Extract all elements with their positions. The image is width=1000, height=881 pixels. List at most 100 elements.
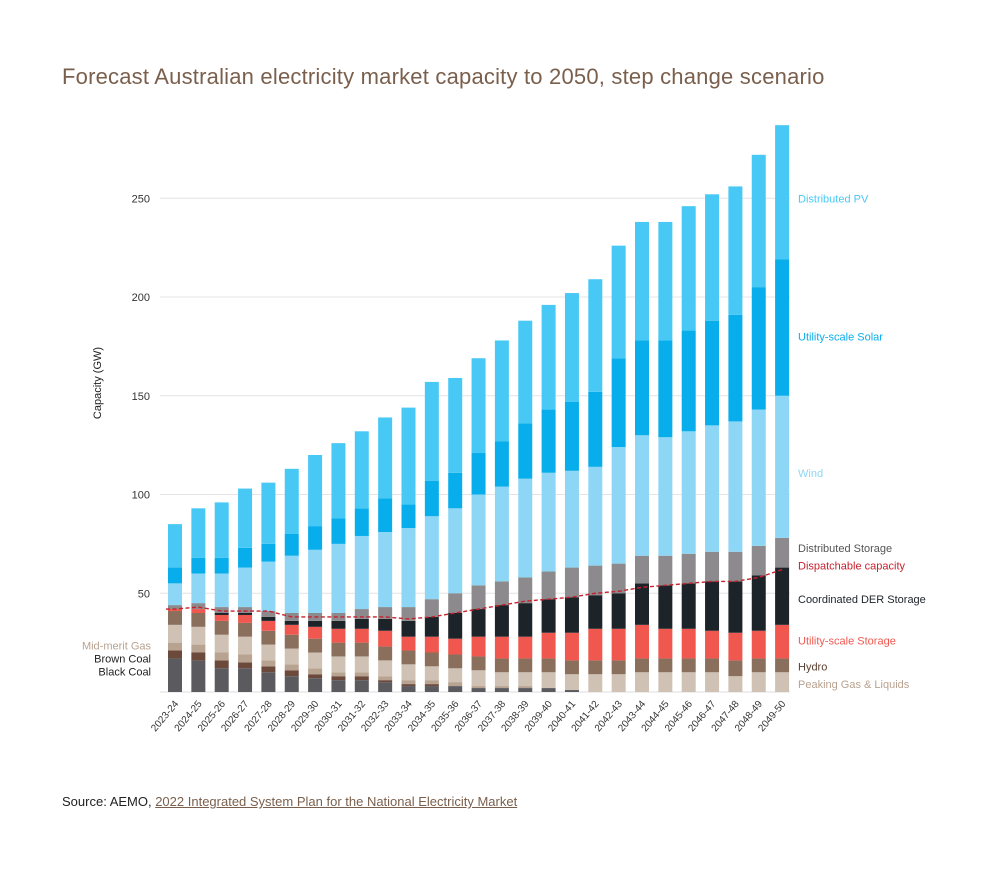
bar-segment-hydro xyxy=(658,658,673,673)
bar-segment-distributed-pv xyxy=(728,186,743,315)
bar-segment-utility-scale-solar xyxy=(238,547,253,568)
bar-segment-mid-merit-gas xyxy=(238,654,253,663)
bar-segment-utility-scale-storage xyxy=(261,620,276,631)
y-axis-label: Capacity (GW) xyxy=(92,347,104,419)
bar-segment-distributed-pv xyxy=(635,221,649,341)
bar-segment-utility-scale-solar xyxy=(378,498,393,533)
bar-segment-utility-scale-storage xyxy=(448,638,463,655)
bar-segment-utility-scale-storage xyxy=(471,636,486,657)
bar-segment-hydro xyxy=(238,622,253,637)
bar-segment-utility-scale-storage xyxy=(424,636,439,653)
bar-segment-distributed-pv xyxy=(331,443,346,519)
bar-segment-coordinated-der-storage xyxy=(635,583,649,625)
x-axis-ticks: 2023-242024-252025-262026-272027-282028-… xyxy=(149,699,788,735)
bar-segment-utility-scale-solar xyxy=(658,340,673,438)
bar-segment-mid-merit-gas xyxy=(401,680,416,685)
bar-segment-mid-merit-gas xyxy=(284,664,299,671)
bar-segment-distributed-pv xyxy=(681,206,696,331)
bar-segment-distributed-storage xyxy=(238,607,253,613)
bar-segment-utility-scale-storage xyxy=(658,628,673,659)
bar-segment-wind xyxy=(471,494,486,586)
bar-segment-utility-scale-storage xyxy=(541,632,556,659)
bar-segment-mid-merit-gas xyxy=(354,672,369,677)
bar-segment-distributed-storage xyxy=(751,545,766,576)
bar-segment-distributed-pv xyxy=(564,293,579,402)
bar-segment-utility-scale-solar xyxy=(775,259,790,396)
bar-segment-peaking-gas-liquids xyxy=(518,672,533,687)
bar-segment-hydro xyxy=(518,658,533,673)
bar-segment-peaking-gas-liquids xyxy=(705,672,720,692)
source-link[interactable]: 2022 Integrated System Plan for the Nati… xyxy=(155,794,518,809)
bar-segment-mid-merit-gas xyxy=(471,686,486,689)
legend-label-utility-scale-solar: Utility-scale Solar xyxy=(798,332,883,344)
bar-segment-brown-coal xyxy=(284,670,299,677)
bar-segment-coordinated-der-storage xyxy=(494,605,509,637)
bar-segment-utility-scale-solar xyxy=(354,508,369,536)
bar-segment-distributed-pv xyxy=(611,245,626,359)
bar-segment-distributed-storage xyxy=(728,551,743,582)
bar-segment-utility-scale-solar xyxy=(261,543,276,562)
legend-label-distributed-pv: Distributed PV xyxy=(798,193,869,205)
bar-segment-hydro xyxy=(635,658,649,673)
bar-segment-wind xyxy=(261,561,276,612)
bar-segment-utility-scale-solar xyxy=(728,314,743,422)
bar-segment-hydro xyxy=(588,660,603,675)
bar-segment-hydro xyxy=(448,654,463,669)
bar-segment-wind xyxy=(775,395,790,538)
bar-segment-peaking-gas-liquids xyxy=(681,672,696,692)
bar-segment-wind xyxy=(751,409,766,546)
y-tick-label: 150 xyxy=(132,391,150,403)
bar-segment-distributed-pv xyxy=(494,340,509,442)
bar-segment-distributed-pv xyxy=(191,508,206,558)
y-tick-label: 200 xyxy=(132,292,150,304)
bar-segment-distributed-storage xyxy=(518,577,533,604)
bar-segment-utility-scale-solar xyxy=(284,534,299,556)
bar-segment-peaking-gas-liquids xyxy=(401,664,416,681)
bar-segment-hydro xyxy=(401,650,416,665)
bar-segment-coordinated-der-storage xyxy=(518,603,533,637)
bar-segment-distributed-pv xyxy=(448,377,463,473)
bar-segment-wind xyxy=(494,486,509,582)
bar-segment-wind xyxy=(564,470,579,568)
bar-segment-black-coal xyxy=(541,688,556,692)
bar-segment-wind xyxy=(424,516,439,600)
bar-segment-distributed-pv xyxy=(705,194,720,321)
bar-segment-utility-scale-solar xyxy=(471,453,486,495)
bar-segment-utility-scale-storage xyxy=(284,624,299,635)
bar-segment-utility-scale-storage xyxy=(751,630,766,659)
bar-segment-coordinated-der-storage xyxy=(471,609,486,637)
bar-segment-distributed-pv xyxy=(588,279,603,392)
bar-segment-wind xyxy=(308,549,323,613)
bar-segment-mid-merit-gas xyxy=(331,672,346,677)
bar-segment-brown-coal xyxy=(378,680,393,683)
bar-segment-distributed-pv xyxy=(308,455,323,527)
bar-segment-peaking-gas-liquids xyxy=(238,636,253,655)
bar-segment-distributed-pv xyxy=(775,125,790,260)
bar-segment-peaking-gas-liquids xyxy=(378,660,393,677)
legend-label-brown-coal: Brown Coal xyxy=(94,653,151,665)
bar-segment-hydro xyxy=(378,646,393,661)
bar-segment-brown-coal xyxy=(424,684,439,687)
bar-segment-distributed-storage xyxy=(611,563,626,594)
bar-segment-utility-scale-storage xyxy=(681,628,696,659)
bar-segment-peaking-gas-liquids xyxy=(168,624,182,643)
bar-segment-black-coal xyxy=(378,682,393,692)
bar-segment-utility-scale-solar xyxy=(331,518,346,544)
bar-segment-black-coal xyxy=(401,686,416,692)
bar-segment-hydro xyxy=(168,611,182,625)
bar-segment-mid-merit-gas xyxy=(261,660,276,667)
bar-segment-wind xyxy=(518,478,533,578)
bar-segment-hydro xyxy=(751,658,766,673)
bar-segment-distributed-pv xyxy=(401,407,416,505)
y-tick-label: 50 xyxy=(138,588,150,600)
bar-segment-utility-scale-storage xyxy=(518,636,533,659)
bar-segment-distributed-storage xyxy=(168,605,182,610)
legend-label-black-coal: Black Coal xyxy=(98,666,151,678)
bar-segment-coordinated-der-storage xyxy=(541,599,556,633)
bar-segment-distributed-storage xyxy=(191,603,206,610)
bar-segment-utility-scale-solar xyxy=(611,358,626,448)
bar-segment-utility-scale-storage xyxy=(588,628,603,661)
bar-segment-peaking-gas-liquids xyxy=(331,656,346,673)
bar-segment-wind xyxy=(354,535,369,610)
